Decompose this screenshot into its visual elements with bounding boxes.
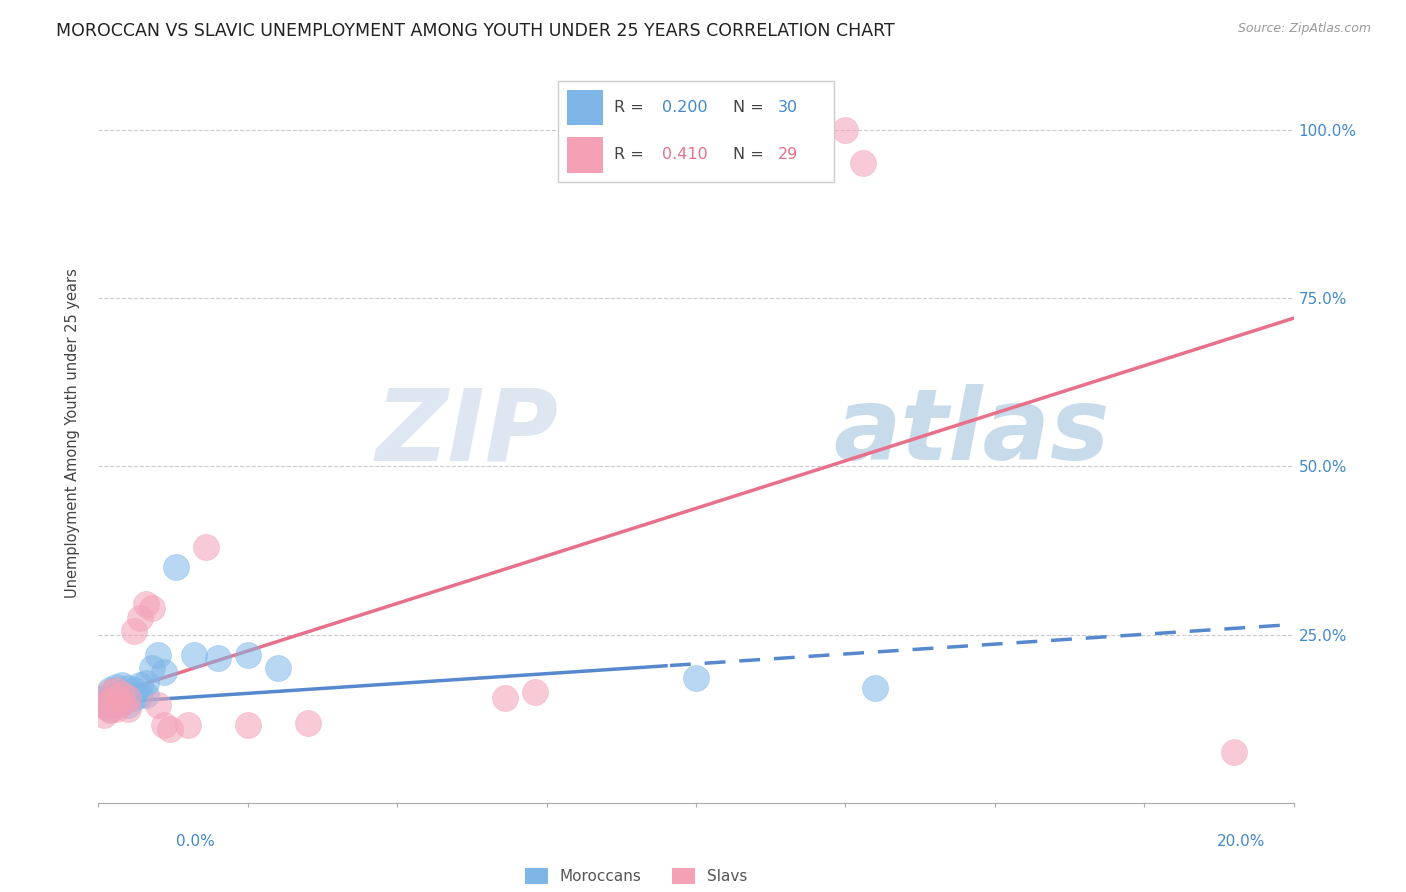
Point: [105, 701, 128, 715]
Point: [117, 691, 139, 706]
Point: [523, 685, 546, 699]
Point: [165, 560, 187, 574]
Point: [111, 695, 134, 709]
Point: [93, 708, 115, 723]
Point: [153, 718, 176, 732]
Text: N =: N =: [733, 147, 769, 162]
Point: [236, 718, 259, 732]
Point: [98, 682, 122, 697]
Point: [297, 716, 319, 731]
Point: [124, 624, 146, 639]
Point: [195, 540, 218, 554]
Point: [105, 698, 128, 713]
Point: [98, 691, 122, 706]
Point: [177, 718, 200, 732]
Point: [98, 685, 122, 699]
Point: [98, 703, 122, 717]
Point: [124, 682, 146, 697]
Point: [153, 665, 176, 679]
Point: [267, 661, 290, 675]
Point: [93, 698, 115, 713]
Text: ZIP: ZIP: [375, 384, 558, 481]
Point: [1223, 745, 1246, 759]
Legend: Moroccans, Slavs: Moroccans, Slavs: [524, 868, 748, 884]
Bar: [567, 89, 603, 126]
Point: [117, 690, 139, 704]
Point: [105, 691, 128, 706]
Text: 29: 29: [778, 147, 797, 162]
Text: Source: ZipAtlas.com: Source: ZipAtlas.com: [1237, 22, 1371, 36]
Point: [111, 696, 134, 710]
Y-axis label: Unemployment Among Youth under 25 years: Unemployment Among Youth under 25 years: [65, 268, 80, 598]
Point: [865, 681, 887, 696]
Point: [207, 651, 229, 665]
Point: [141, 600, 163, 615]
FancyBboxPatch shape: [558, 81, 834, 182]
Point: [93, 698, 115, 713]
Text: 0.0%: 0.0%: [176, 834, 215, 849]
Point: [111, 687, 134, 701]
Point: [834, 122, 856, 136]
Point: [148, 698, 170, 713]
Point: [129, 688, 152, 702]
Point: [98, 693, 122, 707]
Point: [159, 722, 181, 736]
Point: [141, 661, 163, 675]
Text: R =: R =: [614, 100, 650, 115]
Point: [129, 678, 152, 692]
Point: [135, 676, 157, 690]
Point: [117, 681, 139, 696]
Point: [685, 150, 707, 164]
Point: [93, 691, 115, 706]
Point: [117, 701, 139, 715]
Point: [236, 648, 259, 662]
Point: [105, 688, 128, 702]
Point: [685, 671, 707, 685]
Text: R =: R =: [614, 147, 650, 162]
Bar: [567, 136, 603, 173]
Text: 0.410: 0.410: [662, 147, 709, 162]
Text: N =: N =: [733, 100, 769, 115]
Point: [852, 156, 875, 170]
Text: 0.200: 0.200: [662, 100, 707, 115]
Point: [129, 610, 152, 624]
Point: [98, 701, 122, 715]
Point: [111, 678, 134, 692]
Point: [494, 691, 516, 706]
Point: [117, 698, 139, 713]
Point: [148, 648, 170, 662]
Point: [135, 597, 157, 611]
Point: [124, 691, 146, 706]
Point: [105, 680, 128, 694]
Text: MOROCCAN VS SLAVIC UNEMPLOYMENT AMONG YOUTH UNDER 25 YEARS CORRELATION CHART: MOROCCAN VS SLAVIC UNEMPLOYMENT AMONG YO…: [56, 22, 896, 40]
Point: [135, 688, 157, 702]
Text: 30: 30: [778, 100, 797, 115]
Point: [111, 687, 134, 701]
Point: [105, 682, 128, 697]
Text: 20.0%: 20.0%: [1218, 834, 1265, 849]
Text: atlas: atlas: [834, 384, 1109, 481]
Point: [183, 648, 205, 662]
